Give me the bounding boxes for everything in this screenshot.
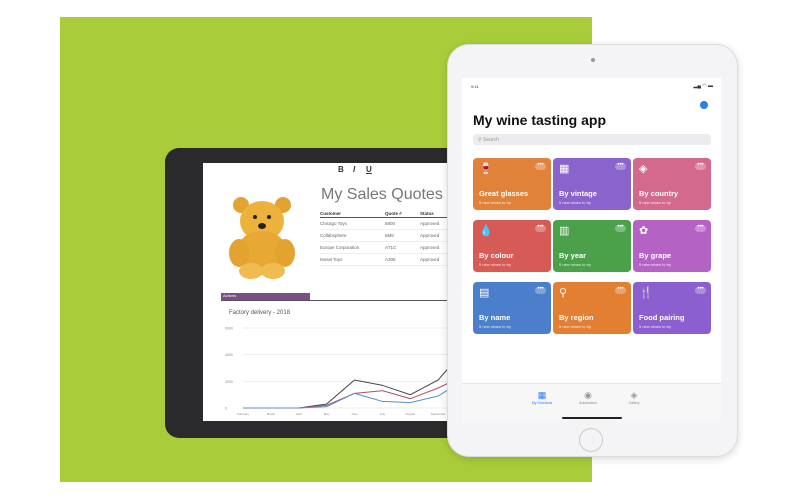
- card-by-year[interactable]: ▥ ••• By year 5 new wines to try: [553, 220, 631, 272]
- category-grid: 🍷 ••• Great glasses 5 new wines to try ▦ ••• B…: [473, 158, 711, 334]
- teddy-bear-image: [229, 197, 295, 279]
- more-icon[interactable]: •••: [535, 224, 546, 232]
- table-row[interactable]: Europe Corporation A71C Approved: [320, 242, 453, 254]
- tab-icon: ◉: [584, 390, 592, 400]
- card-title: By vintage: [559, 189, 597, 198]
- more-icon[interactable]: •••: [615, 162, 626, 170]
- page-title: My Sales Quotes: [321, 186, 443, 203]
- status-time: 9:41: [471, 84, 479, 89]
- tab-icon: ◈: [630, 390, 638, 400]
- underline-button[interactable]: U: [366, 165, 372, 174]
- calendar-icon: ▦: [559, 163, 570, 175]
- y-tick-label: 2000: [225, 380, 233, 384]
- grape-icon: ✿: [639, 225, 649, 237]
- search-icon: ⚲: [478, 137, 484, 143]
- card-subtitle: 5 new wines to try: [479, 200, 512, 205]
- x-tick-label: August: [406, 412, 416, 416]
- italic-button[interactable]: I: [353, 165, 356, 174]
- card-great-glasses[interactable]: 🍷 ••• Great glasses 5 new wines to try: [473, 158, 551, 210]
- home-indicator: [562, 417, 622, 419]
- card-title: By year: [559, 251, 587, 260]
- x-tick-label: May: [324, 412, 330, 416]
- map-icon: ◈: [639, 163, 648, 175]
- more-icon[interactable]: •••: [615, 224, 626, 232]
- actions-tab[interactable]: Actions: [221, 293, 310, 300]
- tab-bar: ▦ My Shortcuts ◉ Automation ◈ Gallery: [462, 383, 721, 421]
- app-title: My wine tasting app: [473, 112, 607, 128]
- card-title: By region: [559, 313, 594, 322]
- card-title: By country: [639, 189, 679, 198]
- card-food-pairing[interactable]: 🍴 ••• Food pairing 5 new wines to try: [633, 282, 711, 334]
- card-by-name[interactable]: ▤ ••• By name 5 new wines to try: [473, 282, 551, 334]
- tab-label: Automation: [579, 401, 597, 405]
- more-icon[interactable]: •••: [695, 224, 706, 232]
- more-icon[interactable]: •••: [615, 286, 626, 294]
- card-subtitle: 5 new wines to try: [639, 262, 672, 267]
- tab-icon: ▦: [537, 390, 547, 400]
- more-icon[interactable]: •••: [535, 162, 546, 170]
- card-subtitle: 5 new wines to try: [479, 324, 512, 329]
- series-line-1: [243, 362, 453, 409]
- x-tick-label: April: [296, 412, 302, 416]
- more-icon[interactable]: •••: [695, 286, 706, 294]
- add-button[interactable]: [700, 101, 708, 109]
- tab-my-shortcuts[interactable]: ▦ My Shortcuts: [522, 390, 562, 405]
- y-tick-label: 4000: [225, 353, 233, 357]
- x-tick-label: June: [351, 412, 358, 416]
- card-subtitle: 5 new wines to try: [639, 200, 672, 205]
- card-subtitle: 5 new wines to try: [559, 324, 592, 329]
- label-icon: ▤: [479, 287, 490, 299]
- pin-icon: ⚲: [559, 287, 568, 299]
- table-row[interactable]: Chicago Toys 6800 Approved: [320, 218, 453, 230]
- search-input[interactable]: ⚲ Search: [473, 134, 711, 145]
- card-by-country[interactable]: ◈ ••• By country 5 new wines to try: [633, 158, 711, 210]
- tab-label: Gallery: [628, 401, 640, 405]
- home-button[interactable]: [579, 428, 603, 452]
- x-tick-label: February: [237, 412, 250, 416]
- card-title: Great glasses: [479, 189, 529, 198]
- drop-icon: 💧: [479, 225, 493, 237]
- card-title: Food pairing: [639, 313, 685, 322]
- card-by-colour[interactable]: 💧 ••• By colour 5 new wines to try: [473, 220, 551, 272]
- card-by-grape[interactable]: ✿ ••• By grape 5 new wines to try: [633, 220, 711, 272]
- sales-quotes-screen: B I U My Sales Quotes Customer Quote # Sta…: [203, 163, 453, 421]
- x-tick-label: March: [267, 412, 276, 416]
- series-line-3: [243, 386, 453, 409]
- tab-gallery[interactable]: ◈ Gallery: [614, 390, 654, 405]
- wine-app-screen: 9:41 ▂▄ ◠ ▬ My wine tasting app ⚲ Search…: [462, 78, 721, 421]
- calendar-grid-icon: ▥: [559, 225, 570, 237]
- table-row[interactable]: Collabsphere 6M8 Approved: [320, 230, 453, 242]
- status-icons: ▂▄ ◠ ▬: [693, 83, 713, 89]
- table-row[interactable]: Mosel Toys A306 Approved: [320, 254, 453, 266]
- series-line-2: [243, 380, 453, 409]
- wine-glass-icon: 🍷: [479, 163, 493, 175]
- camera: [591, 58, 595, 62]
- x-tick-label: September: [431, 412, 446, 416]
- card-title: By grape: [639, 251, 672, 260]
- card-subtitle: 5 new wines to try: [559, 262, 592, 267]
- card-by-region[interactable]: ⚲ ••• By region 5 new wines to try: [553, 282, 631, 334]
- quotes-table: Customer Quote # Status Chicago Toys 6800 Ap…: [320, 209, 453, 266]
- bold-button[interactable]: B: [338, 165, 344, 174]
- card-title: By name: [479, 313, 511, 322]
- divider: [221, 300, 453, 301]
- more-icon[interactable]: •••: [695, 162, 706, 170]
- x-tick-label: July: [380, 412, 386, 416]
- y-tick-label: 0: [225, 407, 227, 411]
- card-by-vintage[interactable]: ▦ ••• By vintage 5 new wines to try: [553, 158, 631, 210]
- card-subtitle: 5 new wines to try: [559, 200, 592, 205]
- fork-glass-icon: 🍴: [639, 287, 653, 299]
- more-icon[interactable]: •••: [535, 286, 546, 294]
- chart-title: Factory delivery - 2018: [229, 310, 291, 316]
- table-header: Customer Quote # Status: [320, 209, 453, 218]
- card-title: By colour: [479, 251, 514, 260]
- tab-automation[interactable]: ◉ Automation: [568, 390, 608, 405]
- y-tick-label: 6000: [225, 327, 233, 331]
- card-subtitle: 5 new wines to try: [639, 324, 672, 329]
- card-subtitle: 5 new wines to try: [479, 262, 512, 267]
- tab-label: My Shortcuts: [531, 401, 553, 405]
- delivery-chart: 0 2000 4000 6000 February March April May June Ju…: [225, 327, 453, 416]
